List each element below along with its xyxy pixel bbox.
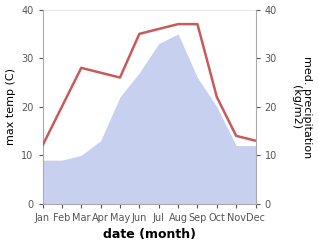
X-axis label: date (month): date (month) [102,228,196,242]
Y-axis label: med. precipitation
(kg/m2): med. precipitation (kg/m2) [291,56,313,158]
Y-axis label: max temp (C): max temp (C) [5,68,16,145]
